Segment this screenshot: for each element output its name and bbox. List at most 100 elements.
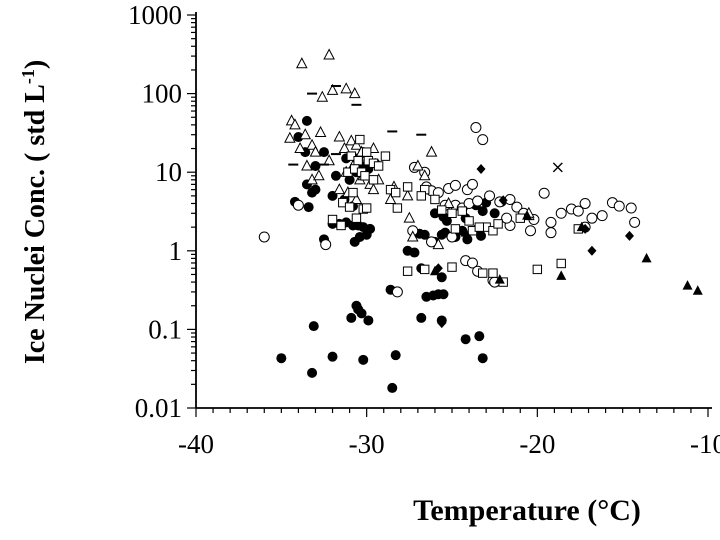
open-circle-point [586, 212, 598, 224]
y-tick-label: 10 [155, 157, 182, 187]
open-square-point [532, 264, 543, 275]
open-circle-point [472, 195, 484, 207]
filled-circle-point [358, 354, 369, 365]
open-square-point [450, 224, 461, 234]
filled-circle-point [477, 353, 488, 364]
filled-triangle-point [641, 252, 652, 263]
series-filled-circle [276, 115, 507, 393]
open-triangle-point [314, 125, 327, 137]
y-axis-title: Ice Nuclei Conc. ( std L-1) [18, 60, 51, 364]
open-triangle-point [333, 130, 346, 142]
filled-circle-point [387, 382, 398, 393]
open-triangle-point [403, 211, 416, 223]
filled-circle-point [462, 234, 473, 245]
x-axis-title: Temperature (°C) [413, 494, 641, 527]
open-triangle-point [340, 82, 353, 94]
open-circle-point [449, 179, 461, 191]
open-square-point [402, 266, 413, 276]
filled-diamond-point [624, 230, 634, 241]
open-circle-point [625, 202, 637, 214]
ticks [187, 14, 709, 417]
filled-circle-point [310, 184, 321, 195]
filled-circle-point [416, 312, 427, 323]
filled-triangle-point [522, 210, 533, 220]
filled-circle-point [307, 367, 318, 378]
open-circle-point [484, 190, 496, 202]
open-triangle-point [406, 230, 419, 242]
open-triangle-point [301, 159, 313, 171]
filled-circle-point [344, 174, 355, 185]
open-triangle-point [326, 83, 339, 95]
open-triangle-point [306, 138, 318, 150]
open-square-point [344, 202, 355, 212]
open-triangle-point [323, 154, 335, 166]
x-tick-label: -10 [690, 429, 720, 459]
series-cross [552, 162, 563, 173]
open-square-point [447, 208, 457, 218]
open-triangle-point [442, 196, 455, 208]
x-tick-label: -30 [349, 429, 385, 459]
filled-triangle-point [494, 274, 505, 284]
open-circle-point [538, 187, 550, 199]
open-triangle-point [425, 145, 438, 157]
filled-circle-point [276, 353, 287, 364]
open-circle-point [545, 227, 557, 239]
open-circle-point [391, 286, 403, 298]
open-circle-point [501, 212, 513, 224]
filled-triangle-point [429, 265, 440, 276]
filled-diamond-point [433, 263, 443, 274]
filled-triangle-point [460, 227, 471, 237]
open-square-point [416, 191, 426, 201]
open-square-point [336, 220, 346, 231]
open-square-point [437, 205, 447, 215]
filled-circle-point [319, 147, 329, 158]
series-filled-triangle [429, 210, 703, 295]
filled-circle-point [310, 160, 321, 171]
open-triangle-point [333, 183, 346, 195]
open-triangle-point [418, 169, 431, 181]
series-open-circle [258, 122, 641, 298]
open-square-point [361, 147, 372, 157]
filled-circle-point [303, 202, 314, 213]
open-circle-point [629, 216, 641, 228]
y-tick-label: 1 [169, 236, 183, 266]
open-circle-point [545, 216, 557, 228]
y-tick-label: 100 [142, 79, 183, 109]
open-square-point [474, 222, 485, 232]
filled-diamond-point [587, 245, 597, 256]
open-circle-point [477, 134, 489, 146]
filled-circle-point [474, 331, 485, 342]
series-filled-diamond [433, 163, 634, 329]
filled-circle-point [346, 312, 357, 323]
open-square-point [390, 187, 401, 198]
open-triangle-point [345, 134, 358, 146]
open-square-point [380, 151, 391, 161]
open-square-point [430, 194, 440, 205]
open-triangle-point [323, 48, 335, 60]
open-triangle-point [412, 159, 424, 171]
open-square-point [392, 203, 403, 213]
open-triangle-point [367, 183, 380, 195]
filled-circle-point [476, 230, 487, 241]
open-circle-point [555, 207, 567, 219]
filled-circle-point [419, 229, 430, 240]
y-tick-label: 0.1 [148, 314, 182, 344]
open-square-point [478, 268, 488, 278]
filled-circle-point [365, 223, 376, 234]
filled-circle-point [438, 289, 449, 300]
open-square-point [488, 268, 498, 278]
filled-circle-point [460, 334, 471, 345]
y-axis-title-close: ) [20, 60, 51, 69]
open-circle-point [596, 210, 608, 222]
open-triangle-point [309, 145, 322, 157]
open-square-point [373, 161, 384, 171]
tick-labels: -40 -30 -20 -10 0.01 0.1 1 10 100 1000 [128, 0, 720, 459]
filled-diamond-point [498, 195, 508, 206]
open-circle-point [466, 178, 478, 190]
filled-diamond-point [476, 163, 486, 174]
open-circle-point [320, 239, 332, 251]
open-square-point [353, 156, 363, 166]
open-triangle-point [384, 192, 397, 204]
open-triangle-point [294, 141, 306, 154]
